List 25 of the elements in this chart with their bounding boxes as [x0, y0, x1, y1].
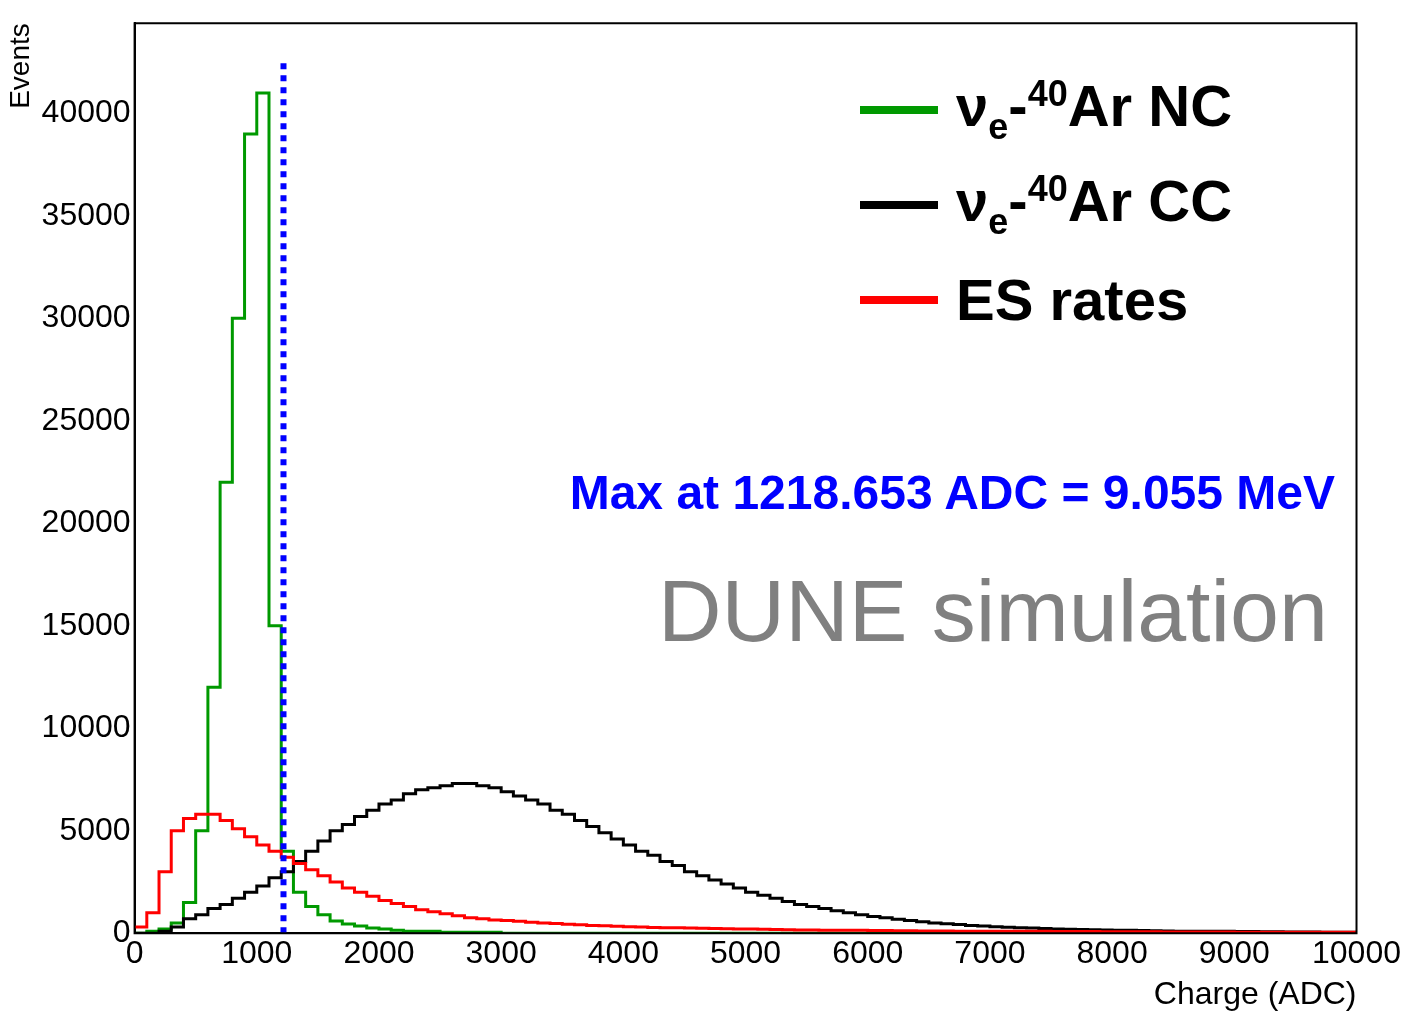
y-tick-label: 25000 — [41, 400, 131, 437]
y-tick-label: 30000 — [41, 298, 131, 335]
annotation: DUNE simulation — [658, 560, 1328, 662]
y-tick-label: 35000 — [41, 195, 131, 232]
legend-label: ν$_{e}$-$^{40}$Ar CC — [956, 166, 1233, 243]
x-tick-label: 3000 — [465, 934, 537, 971]
x-tick-label: 2000 — [343, 934, 415, 971]
y-tick-label: 40000 — [41, 93, 131, 130]
y-tick-label: 15000 — [41, 605, 131, 642]
x-tick-label: 7000 — [954, 934, 1026, 971]
x-axis-title: Charge (ADC) — [1153, 974, 1357, 1011]
x-tick-label: 6000 — [832, 934, 904, 971]
x-tick-label: 8000 — [1076, 934, 1148, 971]
legend-label: ES rates — [956, 266, 1189, 333]
y-tick-label: 10000 — [41, 708, 131, 745]
y-tick-label: 20000 — [41, 503, 131, 540]
x-tick-label: 4000 — [587, 934, 659, 971]
x-tick-label: 9000 — [1198, 934, 1270, 971]
annotation: Max at 1218.653 ADC = 9.055 MeV — [569, 465, 1335, 520]
x-tick-label: 1000 — [221, 934, 293, 971]
legend-label: ν$_{e}$-$^{40}$Ar NC — [956, 71, 1233, 148]
x-tick-label: 5000 — [709, 934, 782, 971]
y-axis-title: Events — [3, 23, 35, 109]
x-tick-label: 10000 — [1312, 934, 1401, 971]
y-tick-label: 5000 — [59, 810, 131, 847]
